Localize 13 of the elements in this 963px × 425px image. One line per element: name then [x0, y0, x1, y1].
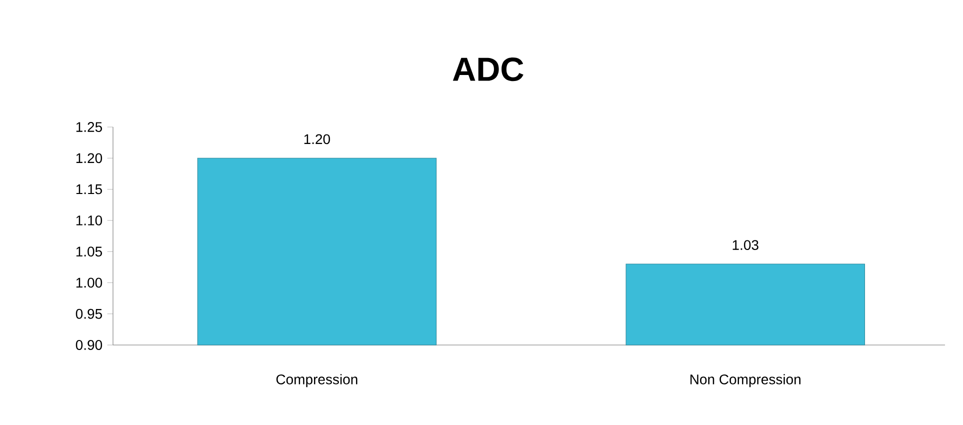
- data-label: 1.03: [732, 240, 758, 250]
- y-tick-label: 1.05: [76, 246, 102, 257]
- y-tick-label: 0.90: [76, 340, 102, 350]
- y-tick-label: 0.95: [76, 308, 102, 319]
- chart-title: ADC: [452, 58, 524, 82]
- x-tick-label: Compression: [276, 374, 358, 388]
- data-label: 1.20: [304, 134, 330, 144]
- y-tick-label: 1.20: [76, 153, 102, 164]
- y-tick-label: 1.10: [76, 215, 102, 226]
- x-tick-label: Non Compression: [690, 374, 800, 388]
- y-tick-label: 1.15: [76, 184, 102, 194]
- y-tick-label: 1.25: [76, 122, 102, 132]
- y-tick-label: 1.00: [76, 278, 102, 288]
